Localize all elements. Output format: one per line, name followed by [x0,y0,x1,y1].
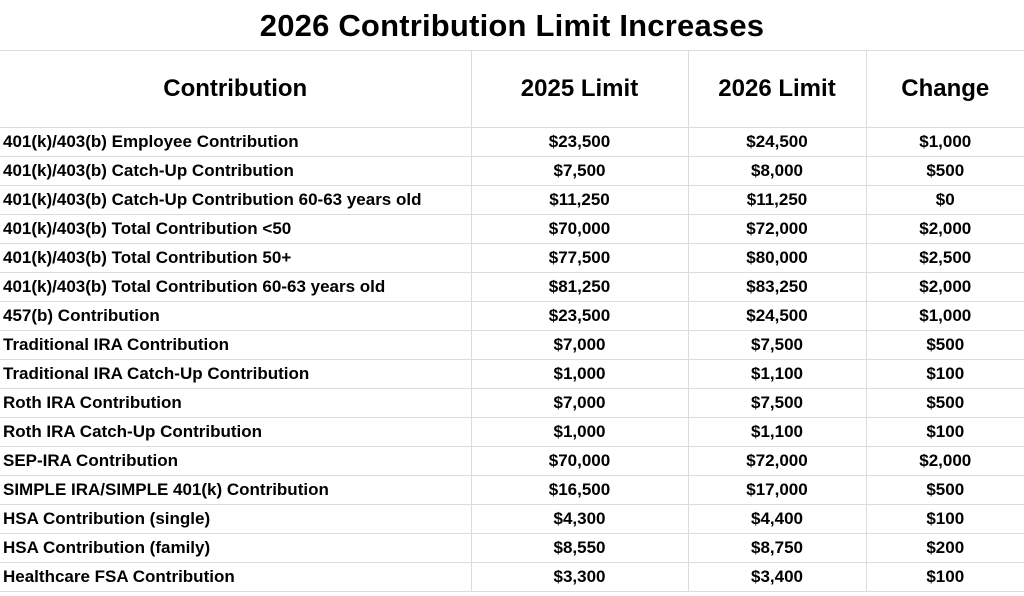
table-row: Healthcare FSA Contribution $3,300 $3,400 $… [0,562,1024,592]
table-row: 401(k)/403(b) Total Contribution 60-63 y… [0,272,1024,302]
cell-2026-limit: $8,000 [687,156,867,186]
cell-2026-limit: $7,500 [687,330,867,360]
cell-2025-limit: $1,000 [470,417,689,447]
cell-contribution-name: 401(k)/403(b) Total Contribution 60-63 y… [0,272,472,302]
cell-change: $500 [865,388,1024,418]
cell-2026-limit: $17,000 [687,475,867,505]
table-row: 401(k)/403(b) Total Contribution 50+ $77,… [0,243,1024,273]
cell-2026-limit: $72,000 [687,214,867,244]
cell-2025-limit: $70,000 [470,446,689,476]
cell-contribution-name: Healthcare FSA Contribution [0,562,472,592]
cell-2025-limit: $7,000 [470,388,689,418]
cell-contribution-name: HSA Contribution (single) [0,504,472,534]
cell-2026-limit: $4,400 [687,504,867,534]
cell-2025-limit: $70,000 [470,214,689,244]
table-body: 401(k)/403(b) Employee Contribution $23,5… [0,127,1024,592]
cell-2026-limit: $3,400 [687,562,867,592]
cell-contribution-name: 401(k)/403(b) Catch-Up Contribution 60-6… [0,185,472,215]
table-row: Traditional IRA Contribution $7,000 $7,500… [0,330,1024,360]
cell-change: $100 [865,562,1024,592]
cell-2026-limit: $80,000 [687,243,867,273]
table-row: 401(k)/403(b) Employee Contribution $23,5… [0,127,1024,157]
cell-contribution-name: 401(k)/403(b) Total Contribution 50+ [0,243,472,273]
cell-change: $200 [865,533,1024,563]
table-row: 401(k)/403(b) Catch-Up Contribution 60-6… [0,185,1024,215]
cell-change: $2,000 [865,214,1024,244]
cell-change: $2,000 [865,446,1024,476]
cell-2026-limit: $11,250 [687,185,867,215]
table-row: HSA Contribution (single) $4,300 $4,400 $10… [0,504,1024,534]
cell-2025-limit: $4,300 [470,504,689,534]
cell-change: $500 [865,156,1024,186]
cell-contribution-name: Traditional IRA Contribution [0,330,472,360]
cell-2026-limit: $72,000 [687,446,867,476]
cell-2025-limit: $7,500 [470,156,689,186]
contribution-limits-table: Contribution 2025 Limit 2026 Limit Chang… [0,50,1024,592]
table-row: Roth IRA Catch-Up Contribution $1,000 $1,1… [0,417,1024,447]
cell-2025-limit: $8,550 [470,533,689,563]
cell-2026-limit: $24,500 [687,301,867,331]
cell-2025-limit: $23,500 [470,301,689,331]
header-contribution: Contribution [0,50,472,128]
header-change: Change [865,50,1024,128]
cell-change: $1,000 [865,301,1024,331]
cell-2025-limit: $11,250 [470,185,689,215]
cell-contribution-name: 401(k)/403(b) Catch-Up Contribution [0,156,472,186]
cell-2025-limit: $7,000 [470,330,689,360]
cell-change: $100 [865,359,1024,389]
cell-contribution-name: 401(k)/403(b) Total Contribution <50 [0,214,472,244]
table-row: SEP-IRA Contribution $70,000 $72,000 $2,000 [0,446,1024,476]
header-2025-limit: 2025 Limit [470,50,689,128]
table-row: 401(k)/403(b) Total Contribution <50 $70,… [0,214,1024,244]
cell-contribution-name: Roth IRA Catch-Up Contribution [0,417,472,447]
cell-2026-limit: $1,100 [687,417,867,447]
cell-2025-limit: $81,250 [470,272,689,302]
table-header-row: Contribution 2025 Limit 2026 Limit Chang… [0,50,1024,128]
table-row: 457(b) Contribution $23,500 $24,500 $1,000 [0,301,1024,331]
cell-2026-limit: $83,250 [687,272,867,302]
table-row: HSA Contribution (family) $8,550 $8,750 $20… [0,533,1024,563]
cell-change: $100 [865,417,1024,447]
table-row: Roth IRA Contribution $7,000 $7,500 $500 [0,388,1024,418]
cell-change: $2,500 [865,243,1024,273]
cell-2025-limit: $1,000 [470,359,689,389]
cell-change: $0 [865,185,1024,215]
page-title: 2026 Contribution Limit Increases [259,8,765,43]
cell-change: $100 [865,504,1024,534]
cell-2026-limit: $7,500 [687,388,867,418]
cell-contribution-name: 401(k)/403(b) Employee Contribution [0,127,472,157]
table-row: SIMPLE IRA/SIMPLE 401(k) Contribution $16… [0,475,1024,505]
cell-change: $2,000 [865,272,1024,302]
cell-2025-limit: $16,500 [470,475,689,505]
table-row: 401(k)/403(b) Catch-Up Contribution $7,50… [0,156,1024,186]
cell-contribution-name: Roth IRA Contribution [0,388,472,418]
cell-contribution-name: 457(b) Contribution [0,301,472,331]
cell-2025-limit: $3,300 [470,562,689,592]
cell-contribution-name: SIMPLE IRA/SIMPLE 401(k) Contribution [0,475,472,505]
cell-2026-limit: $8,750 [687,533,867,563]
cell-2025-limit: $77,500 [470,243,689,273]
cell-2026-limit: $1,100 [687,359,867,389]
header-2026-limit: 2026 Limit [687,50,867,128]
cell-contribution-name: HSA Contribution (family) [0,533,472,563]
cell-change: $500 [865,475,1024,505]
cell-2026-limit: $24,500 [687,127,867,157]
cell-change: $500 [865,330,1024,360]
cell-2025-limit: $23,500 [470,127,689,157]
table-row: Traditional IRA Catch-Up Contribution $1,… [0,359,1024,389]
cell-change: $1,000 [865,127,1024,157]
cell-contribution-name: SEP-IRA Contribution [0,446,472,476]
cell-contribution-name: Traditional IRA Catch-Up Contribution [0,359,472,389]
